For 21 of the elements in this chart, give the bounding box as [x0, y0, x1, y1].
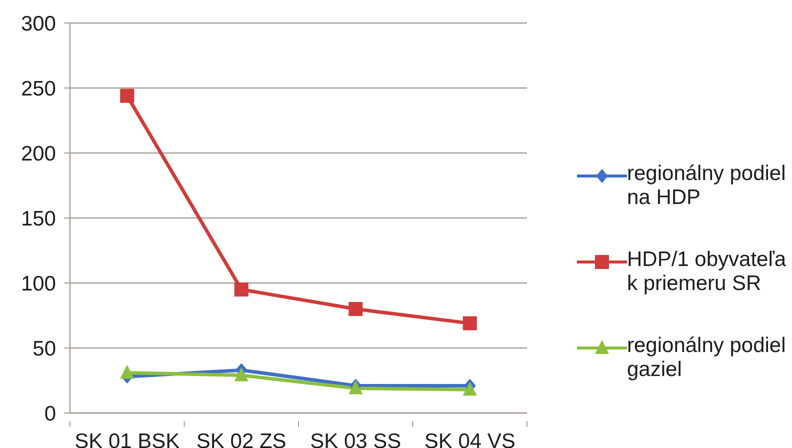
y-tick-label: 0 [44, 402, 56, 426]
point [120, 88, 134, 103]
x-tick-label: SK 01 BSK [74, 430, 180, 448]
x-tick-label: SK 02 ZS [196, 430, 286, 448]
point [462, 382, 477, 396]
point [234, 367, 248, 382]
legend-label: HDP/1 obyvateľa k priemeru SR [627, 248, 788, 296]
x-tick-label: SK 04 VS [424, 430, 516, 448]
y-tick-label: 300 [20, 12, 56, 36]
point [120, 364, 134, 379]
legend-label: regionálny podiel na HDP [627, 162, 787, 210]
point [348, 302, 363, 316]
y-tick-label: 150 [20, 207, 56, 230]
point [462, 316, 477, 330]
x-tick-label: SK 03 SS [310, 430, 402, 448]
legend-label: regionálny podiel gaziel [627, 334, 787, 382]
y-tick-label: 50 [32, 337, 56, 360]
y-tick-label: 200 [20, 142, 56, 166]
y-tick-label: 100 [20, 272, 56, 296]
point [234, 282, 248, 296]
y-tick-label: 250 [20, 77, 56, 100]
